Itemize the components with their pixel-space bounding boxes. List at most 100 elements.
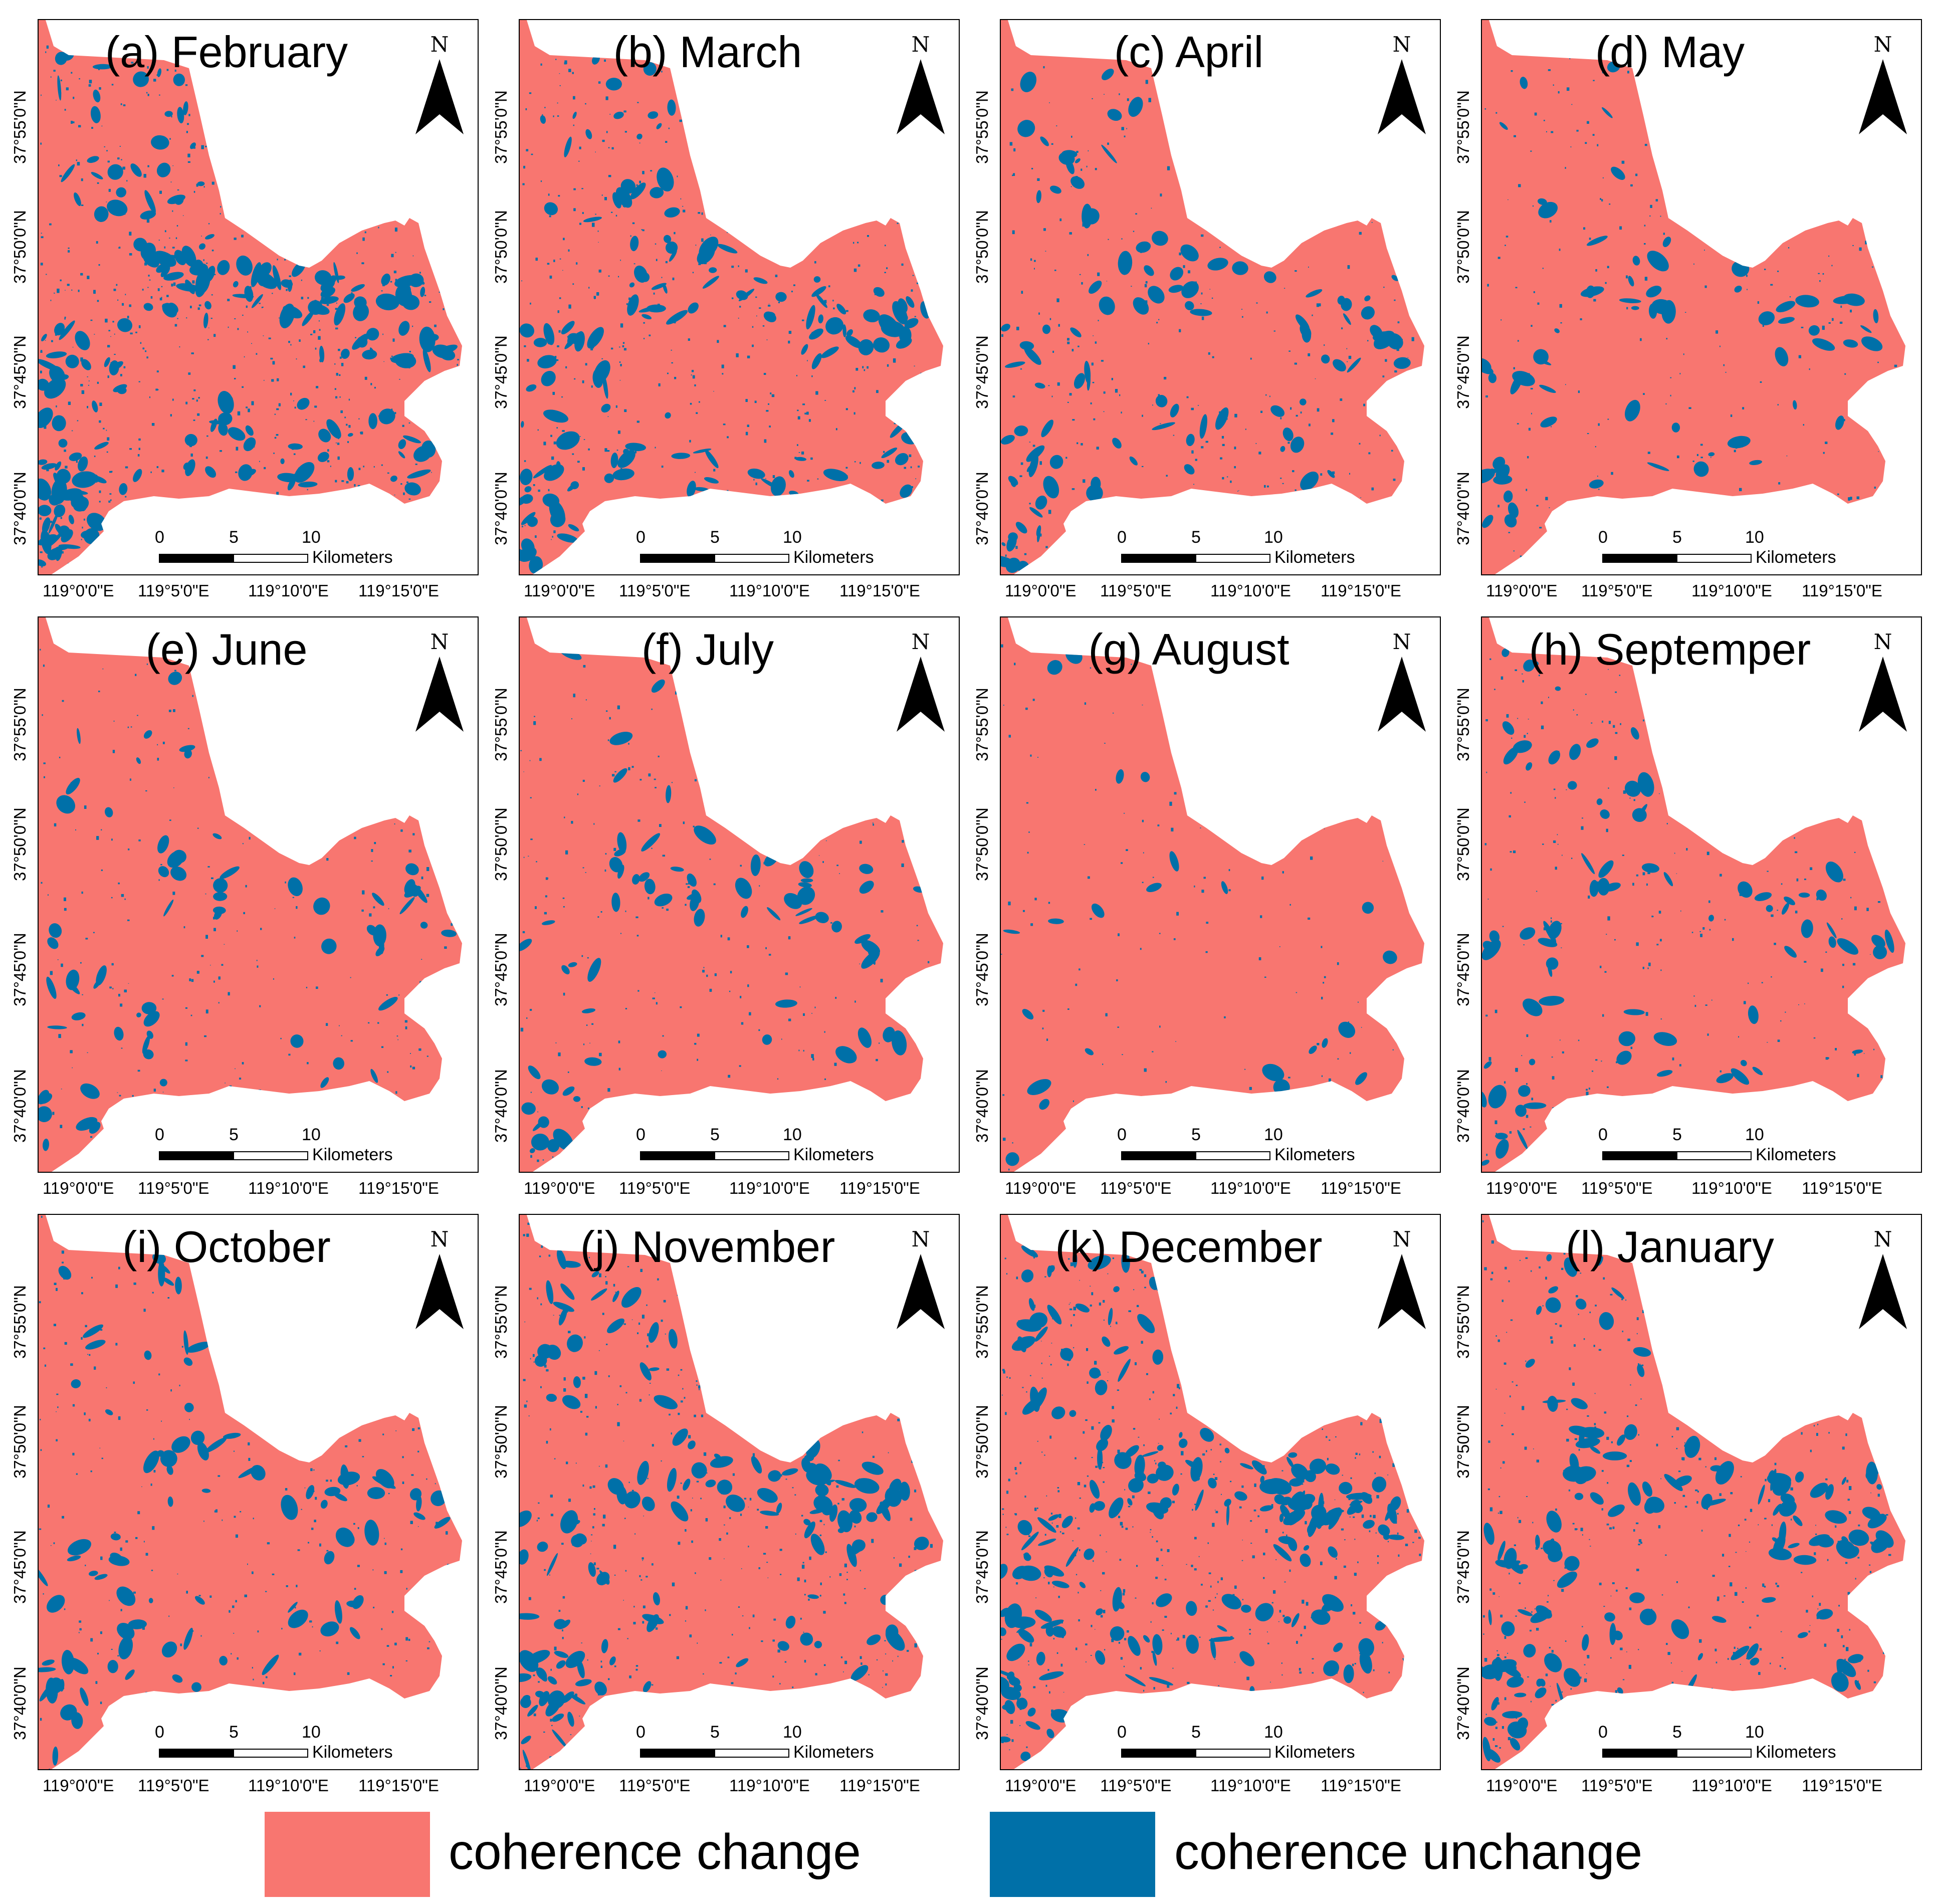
latitude-label: 37°55'0"N bbox=[492, 90, 510, 164]
coherence-unchange-patches bbox=[39, 649, 457, 1151]
latitude-label: 37°50'0"N bbox=[11, 1405, 29, 1478]
scale-unit: Kilometers bbox=[1756, 548, 1836, 567]
latitude-label: 37°55'0"N bbox=[973, 688, 991, 762]
latitude-label: 37°40'0"N bbox=[1454, 1069, 1472, 1143]
latitude-label: 37°40'0"N bbox=[11, 1666, 29, 1740]
scale-bar: 0 5 10 Kilometers bbox=[636, 1125, 921, 1172]
coherence-unchange-patches bbox=[1001, 1245, 1421, 1761]
latitude-label: 37°40'0"N bbox=[11, 471, 29, 545]
latitude-label: 37°40'0"N bbox=[1454, 1666, 1472, 1740]
scale-tick-label: 5 bbox=[710, 528, 720, 547]
scale-segment-filled bbox=[640, 1151, 715, 1160]
longitude-label: 119°0'0"E bbox=[1486, 1179, 1558, 1197]
coherence-unchange-patches bbox=[1482, 1220, 1894, 1763]
study-area-map bbox=[1001, 1215, 1424, 1769]
latitude-label: 37°55'0"N bbox=[973, 1285, 991, 1359]
arrow-icon bbox=[415, 1254, 464, 1329]
longitude-label: 119°0'0"E bbox=[1005, 581, 1077, 600]
north-arrow-icon: N bbox=[891, 631, 951, 752]
longitude-label: 119°15'0"E bbox=[1802, 1776, 1882, 1795]
north-arrow-icon: N bbox=[1853, 631, 1913, 752]
panel-title: (e) June bbox=[145, 624, 308, 674]
arrow-icon bbox=[1378, 59, 1426, 134]
map-frame: (c) April N 0 5 10 Kilometers bbox=[1000, 19, 1441, 575]
latitude-label: 37°55'0"N bbox=[1454, 688, 1472, 762]
scale-segment-empty bbox=[1676, 554, 1752, 563]
latitude-label: 37°50'0"N bbox=[1454, 210, 1472, 284]
map-frame: (l) January N 0 5 10 Kilometers bbox=[1481, 1214, 1922, 1770]
north-label: N bbox=[430, 629, 449, 654]
north-arrow-icon: N bbox=[1372, 631, 1432, 752]
longitude-label: 119°10'0"E bbox=[248, 1776, 329, 1795]
longitude-label: 119°15'0"E bbox=[839, 581, 920, 600]
coherence-unchange-patches bbox=[1482, 58, 1897, 557]
arrow-icon bbox=[897, 657, 945, 732]
scale-tick-label: 5 bbox=[710, 1125, 720, 1144]
longitude-label: 119°5'0"E bbox=[619, 581, 691, 600]
longitude-label: 119°0'0"E bbox=[1486, 581, 1558, 600]
scale-unit: Kilometers bbox=[312, 1743, 393, 1762]
north-label: N bbox=[1392, 629, 1411, 654]
scale-bar: 0 5 10 Kilometers bbox=[1117, 528, 1402, 574]
latitude-label: 37°45'0"N bbox=[1454, 335, 1472, 409]
scale-tick-label: 0 bbox=[1117, 1125, 1127, 1144]
coherence-unchange-patches bbox=[39, 45, 459, 568]
latitude-label: 37°40'0"N bbox=[973, 471, 991, 545]
scale-bar: 0 5 10 Kilometers bbox=[1117, 1723, 1402, 1769]
north-arrow-icon: N bbox=[1372, 34, 1432, 154]
latitude-label: 37°40'0"N bbox=[973, 1069, 991, 1143]
map-frame: (f) July N 0 5 10 Kilometers bbox=[519, 616, 960, 1173]
longitude-label: 119°15'0"E bbox=[358, 581, 439, 600]
scale-tick-label: 0 bbox=[155, 1723, 164, 1742]
north-label: N bbox=[1392, 32, 1411, 57]
latitude-label: 37°55'0"N bbox=[973, 90, 991, 164]
scale-tick-label: 0 bbox=[636, 1723, 646, 1742]
latitude-label: 37°45'0"N bbox=[973, 932, 991, 1006]
longitude-label: 119°5'0"E bbox=[619, 1776, 691, 1795]
longitude-label: 119°10'0"E bbox=[1691, 1179, 1772, 1197]
longitude-label: 119°0'0"E bbox=[43, 1179, 114, 1197]
panel-title: (f) July bbox=[641, 624, 774, 674]
north-arrow-icon: N bbox=[891, 1229, 951, 1349]
scale-unit: Kilometers bbox=[1274, 548, 1355, 567]
longitude-label: 119°0'0"E bbox=[1005, 1776, 1077, 1795]
longitude-label: 119°15'0"E bbox=[1802, 1179, 1882, 1197]
panel-title: (a) February bbox=[105, 27, 348, 77]
panel-title: (d) May bbox=[1595, 27, 1745, 77]
map-frame: (k) December N 0 5 10 Kilometers bbox=[1000, 1214, 1441, 1770]
scale-tick-label: 5 bbox=[229, 528, 239, 547]
scale-tick-label: 5 bbox=[1191, 1723, 1201, 1742]
longitude-label: 119°5'0"E bbox=[1100, 1776, 1172, 1795]
longitude-label: 119°0'0"E bbox=[43, 581, 114, 600]
panel-title: (k) December bbox=[1055, 1222, 1323, 1272]
map-frame: (j) November N 0 5 10 Kilometers bbox=[519, 1214, 960, 1770]
latitude-label: 37°45'0"N bbox=[973, 335, 991, 409]
north-arrow-icon: N bbox=[409, 631, 470, 752]
longitude-label: 119°0'0"E bbox=[524, 581, 595, 600]
scale-bar: 0 5 10 Kilometers bbox=[1598, 1126, 1883, 1172]
latitude-label: 37°50'0"N bbox=[1454, 807, 1472, 881]
latitude-label: 37°45'0"N bbox=[492, 335, 510, 409]
study-area-map bbox=[520, 20, 943, 574]
north-label: N bbox=[911, 629, 930, 654]
scale-tick-label: 5 bbox=[1191, 528, 1201, 547]
latitude-label: 37°55'0"N bbox=[1454, 1285, 1472, 1359]
scale-tick-label: 10 bbox=[1264, 1125, 1283, 1144]
longitude-label: 119°15'0"E bbox=[839, 1776, 920, 1795]
latitude-label: 37°45'0"N bbox=[973, 1530, 991, 1604]
north-label: N bbox=[911, 32, 930, 57]
latitude-label: 37°55'0"N bbox=[492, 688, 510, 762]
scale-tick-label: 0 bbox=[636, 1125, 646, 1144]
scale-bar: 0 5 10 Kilometers bbox=[155, 1724, 440, 1769]
latitude-label: 37°40'0"N bbox=[11, 1069, 29, 1143]
panel-title: (c) April bbox=[1114, 27, 1264, 77]
latitude-label: 37°50'0"N bbox=[492, 1405, 510, 1478]
scale-tick-label: 5 bbox=[1672, 1723, 1682, 1742]
coherence-change-area bbox=[39, 617, 462, 1172]
map-frame: (i) October N 0 5 10 Kilometers bbox=[38, 1214, 479, 1770]
scale-bar: 0 5 10 Kilometers bbox=[636, 528, 921, 574]
scale-bar: 0 5 10 Kilometers bbox=[155, 528, 440, 574]
legend-label-change: coherence change bbox=[449, 1824, 861, 1880]
scale-tick-label: 10 bbox=[783, 528, 802, 547]
legend-label-unchange: coherence unchange bbox=[1174, 1824, 1643, 1880]
